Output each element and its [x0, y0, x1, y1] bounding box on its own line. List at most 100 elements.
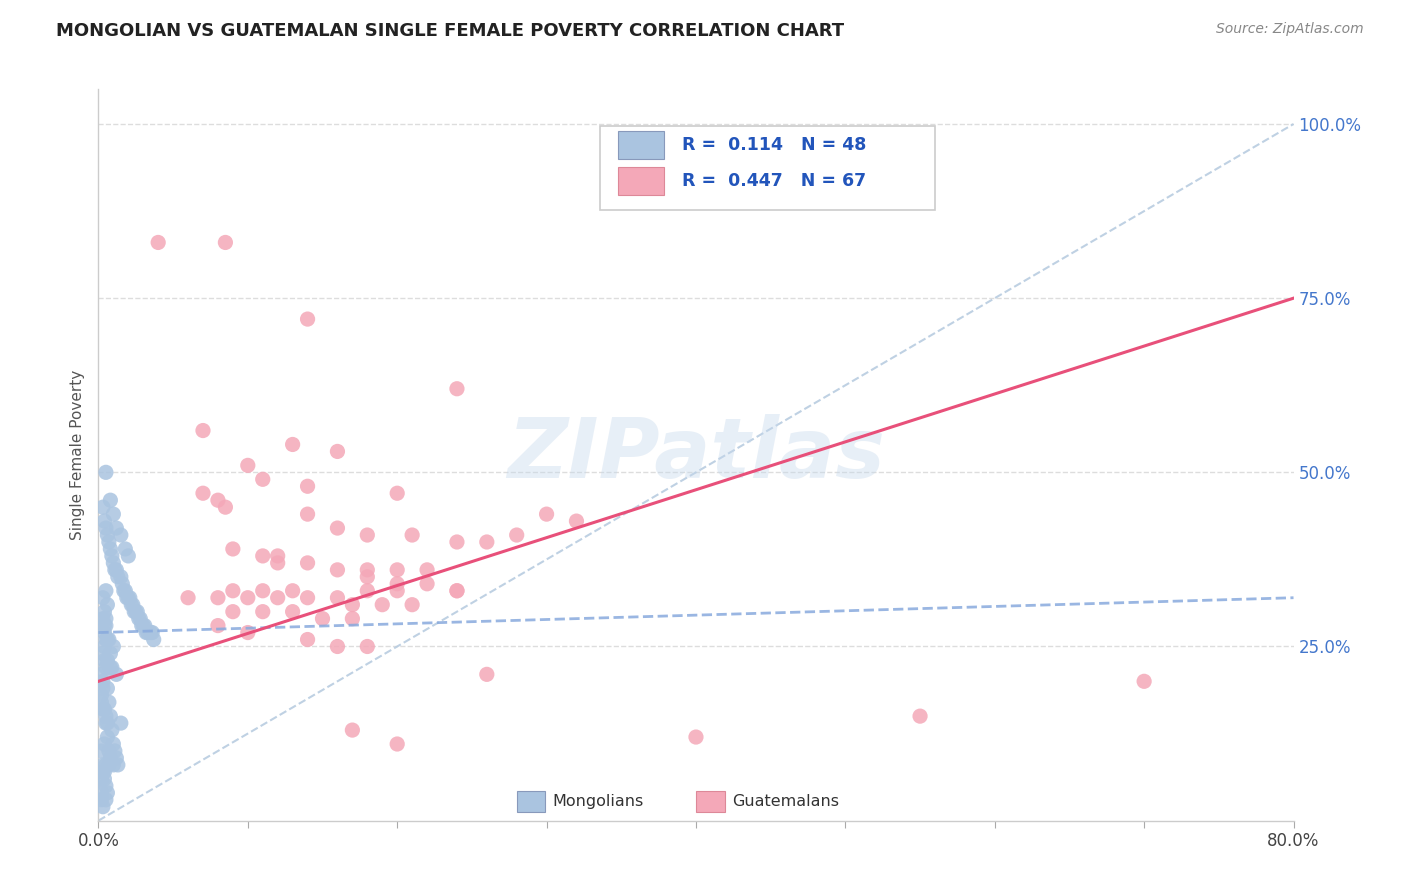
- Point: [506, 528, 529, 542]
- Point: [127, 605, 149, 619]
- Text: Guatemalans: Guatemalans: [733, 794, 839, 809]
- Point: [103, 507, 125, 521]
- Point: [252, 583, 274, 598]
- Point: [416, 563, 439, 577]
- Text: R =  0.114   N = 48: R = 0.114 N = 48: [682, 136, 866, 153]
- Point: [110, 528, 132, 542]
- Point: [281, 437, 304, 451]
- Point: [93, 618, 115, 632]
- Point: [297, 591, 319, 605]
- Point: [222, 605, 245, 619]
- Point: [136, 625, 159, 640]
- Point: [371, 598, 394, 612]
- Point: [98, 541, 122, 556]
- Point: [326, 521, 349, 535]
- Point: [96, 786, 118, 800]
- Point: [103, 737, 125, 751]
- Point: [90, 744, 112, 758]
- Point: [93, 605, 115, 619]
- Point: [101, 723, 124, 737]
- Point: [131, 618, 153, 632]
- Point: [105, 667, 128, 681]
- Point: [207, 591, 229, 605]
- Point: [111, 576, 134, 591]
- Point: [110, 716, 132, 731]
- Point: [94, 793, 117, 807]
- Point: [115, 591, 138, 605]
- Point: [356, 640, 378, 654]
- Point: [565, 514, 588, 528]
- Point: [297, 479, 319, 493]
- Point: [342, 598, 364, 612]
- Point: [91, 647, 114, 661]
- Point: [125, 605, 148, 619]
- Point: [297, 632, 319, 647]
- Point: [252, 605, 274, 619]
- Point: [97, 744, 120, 758]
- Point: [120, 598, 142, 612]
- Point: [91, 612, 114, 626]
- Point: [103, 556, 125, 570]
- Point: [191, 486, 214, 500]
- Point: [96, 632, 118, 647]
- Point: [93, 737, 115, 751]
- Point: [107, 758, 129, 772]
- Point: [105, 521, 128, 535]
- Point: [90, 695, 112, 709]
- Point: [91, 758, 114, 772]
- Point: [446, 382, 468, 396]
- Point: [385, 563, 409, 577]
- Point: [281, 583, 304, 598]
- Point: [93, 514, 115, 528]
- Point: [91, 764, 114, 779]
- Point: [236, 458, 259, 473]
- Point: [281, 605, 304, 619]
- Point: [101, 660, 124, 674]
- Point: [267, 591, 290, 605]
- Point: [117, 591, 139, 605]
- Point: [1133, 674, 1156, 689]
- Point: [90, 793, 112, 807]
- Point: [385, 583, 409, 598]
- Point: [297, 507, 319, 521]
- Point: [104, 563, 127, 577]
- Point: [91, 681, 114, 696]
- Point: [267, 549, 290, 563]
- Point: [908, 709, 931, 723]
- Point: [94, 632, 117, 647]
- Point: [96, 528, 118, 542]
- Point: [207, 493, 229, 508]
- Point: [91, 702, 114, 716]
- Point: [326, 640, 349, 654]
- Point: [139, 625, 162, 640]
- Point: [96, 598, 118, 612]
- Point: [112, 583, 135, 598]
- Point: [94, 660, 117, 674]
- Point: [105, 751, 128, 765]
- Bar: [517, 791, 546, 812]
- Point: [94, 583, 117, 598]
- Point: [110, 570, 132, 584]
- Point: [177, 591, 200, 605]
- Point: [105, 563, 128, 577]
- Point: [141, 625, 163, 640]
- Point: [93, 772, 115, 786]
- Point: [98, 660, 122, 674]
- Point: [222, 541, 245, 556]
- Point: [135, 625, 157, 640]
- Point: [103, 640, 125, 654]
- Point: [103, 758, 125, 772]
- Point: [90, 667, 112, 681]
- Point: [94, 716, 117, 731]
- Point: [401, 598, 423, 612]
- Point: [94, 709, 117, 723]
- Point: [685, 730, 707, 744]
- Point: [94, 521, 117, 535]
- Point: [97, 632, 120, 647]
- Point: [121, 598, 143, 612]
- Point: [128, 612, 150, 626]
- Point: [446, 583, 468, 598]
- Point: [124, 605, 146, 619]
- Point: [385, 737, 409, 751]
- Point: [97, 758, 120, 772]
